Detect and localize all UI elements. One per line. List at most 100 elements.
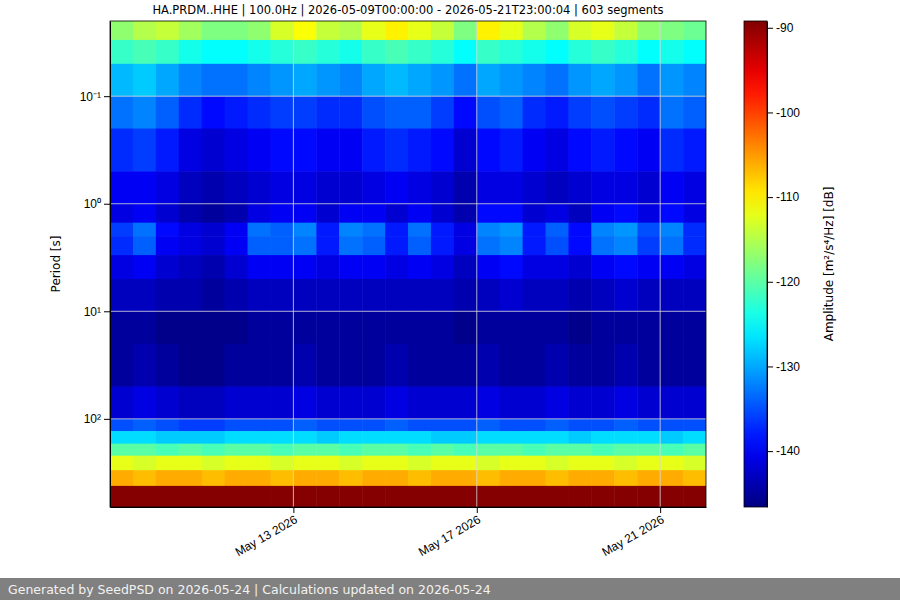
heatmap-cell — [637, 21, 660, 40]
grid-line — [110, 203, 706, 204]
heatmap-cell — [523, 204, 546, 223]
heatmap-cell — [660, 40, 683, 64]
heatmap-cell — [614, 64, 637, 97]
heatmap-cell — [385, 431, 408, 444]
heatmap-cell — [248, 64, 271, 97]
heatmap-cell — [202, 64, 225, 97]
heatmap-cell — [225, 64, 248, 97]
heatmap-cell — [248, 21, 271, 40]
heatmap-cell — [385, 255, 408, 279]
heatmap-cell — [293, 279, 316, 312]
heatmap-cell — [568, 431, 591, 444]
heatmap-cell — [179, 96, 202, 129]
heatmap-cell — [248, 470, 271, 486]
heatmap-cell — [546, 386, 569, 419]
heatmap-cell — [431, 386, 454, 419]
heatmap-cell — [660, 255, 683, 279]
heatmap-cell — [591, 456, 614, 471]
heatmap-cell — [431, 223, 454, 237]
heatmap-cell — [614, 204, 637, 223]
heatmap-cell — [500, 486, 523, 507]
heatmap-cell — [316, 456, 339, 471]
heatmap-cell — [660, 223, 683, 237]
heatmap-cell — [523, 419, 546, 432]
heatmap-cell — [408, 386, 431, 419]
heatmap-cell — [408, 171, 431, 204]
heatmap-cell — [316, 223, 339, 237]
heatmap-cell — [339, 344, 362, 387]
heatmap-cell — [637, 311, 660, 344]
tick-label: 10² — [84, 412, 101, 426]
heatmap-cell — [316, 129, 339, 172]
heatmap-cell — [156, 279, 179, 312]
heatmap-cell — [568, 40, 591, 64]
heatmap-cell — [385, 456, 408, 471]
heatmap-cell — [293, 431, 316, 444]
heatmap-cell — [270, 64, 293, 97]
tick-label: -90 — [776, 21, 794, 35]
heatmap-cell — [591, 129, 614, 172]
heatmap-cell — [454, 40, 477, 64]
heatmap-cell — [225, 311, 248, 344]
heatmap-cell — [316, 311, 339, 344]
heatmap-cell — [270, 470, 293, 486]
heatmap-cell — [110, 344, 133, 387]
heatmap-cell — [202, 470, 225, 486]
heatmap-cell — [156, 255, 179, 279]
heatmap-cell — [500, 470, 523, 486]
heatmap-cell — [133, 470, 156, 486]
heatmap-cell — [683, 344, 706, 387]
heatmap-cell — [591, 21, 614, 40]
heatmap-cell — [270, 204, 293, 223]
heatmap-cell — [683, 470, 706, 486]
heatmap-cell — [225, 279, 248, 312]
heatmap-cell — [408, 255, 431, 279]
heatmap-cell — [546, 171, 569, 204]
y-axis: 10⁻¹10⁰10¹10² — [80, 22, 111, 508]
heatmap-cell — [408, 279, 431, 312]
heatmap-cell — [293, 40, 316, 64]
heatmap-cell — [293, 311, 316, 344]
heatmap-cell — [500, 419, 523, 432]
heatmap-cell — [202, 486, 225, 507]
heatmap-cell — [591, 470, 614, 486]
heatmap-cell — [202, 344, 225, 387]
heatmap-cell — [637, 431, 660, 444]
heatmap-cell — [362, 419, 385, 432]
heatmap-cell — [523, 255, 546, 279]
tick-label: May 13 2026 — [233, 512, 300, 559]
heatmap-cell — [133, 279, 156, 312]
heatmap-cell — [339, 40, 362, 64]
heatmap-cell — [156, 486, 179, 507]
heatmap-cell — [202, 236, 225, 255]
heatmap-cell — [156, 470, 179, 486]
heatmap-cell — [408, 223, 431, 237]
heatmap-cell — [523, 96, 546, 129]
heatmap-cell — [568, 21, 591, 40]
tick-mark — [767, 282, 773, 283]
tick: -130 — [767, 360, 800, 374]
heatmap-cell — [683, 40, 706, 64]
heatmap-cell — [270, 171, 293, 204]
heatmap-cell — [637, 486, 660, 507]
heatmap-cell — [225, 204, 248, 223]
heatmap-cell — [546, 236, 569, 255]
heatmap-cell — [568, 96, 591, 129]
heatmap-cell — [362, 204, 385, 223]
heatmap-cell — [431, 344, 454, 387]
tick-label: May 21 2026 — [599, 512, 666, 559]
heatmap-cell — [431, 171, 454, 204]
heatmap-cell — [385, 486, 408, 507]
heatmap-cell — [248, 431, 271, 444]
heatmap-cell — [339, 470, 362, 486]
heatmap-cell — [660, 311, 683, 344]
heatmap-cell — [660, 419, 683, 432]
heatmap-cell — [110, 456, 133, 471]
heatmap-cell — [614, 96, 637, 129]
heatmap-cell — [568, 204, 591, 223]
heatmap-cell — [500, 204, 523, 223]
heatmap-cell — [408, 486, 431, 507]
heatmap-cell — [683, 431, 706, 444]
heatmap-cell — [362, 255, 385, 279]
heatmap-cell — [248, 129, 271, 172]
